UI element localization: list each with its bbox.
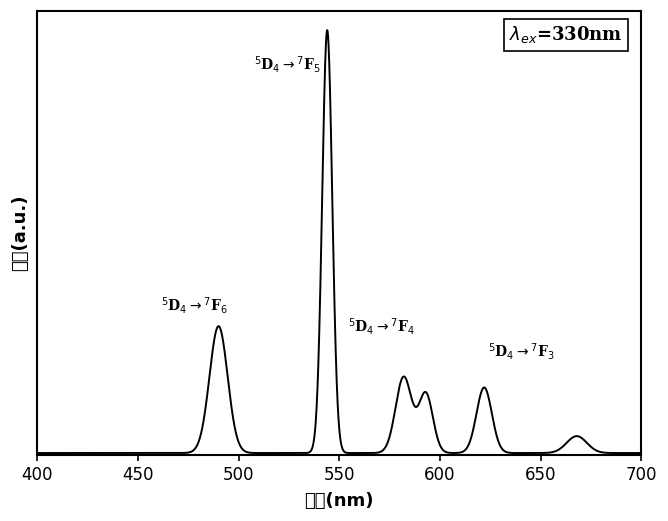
Text: $\lambda_{ex}$=330nm: $\lambda_{ex}$=330nm (510, 24, 623, 45)
Text: $^5$D$_4$$\rightarrow$$^7$F$_4$: $^5$D$_4$$\rightarrow$$^7$F$_4$ (348, 316, 415, 337)
Text: $^5$D$_4$$\rightarrow$$^7$F$_6$: $^5$D$_4$$\rightarrow$$^7$F$_6$ (161, 294, 228, 316)
Text: $^5$D$_4$$\rightarrow$$^7$F$_3$: $^5$D$_4$$\rightarrow$$^7$F$_3$ (488, 341, 555, 362)
X-axis label: 波长(nm): 波长(nm) (305, 492, 374, 510)
Y-axis label: 强度(a.u.): 强度(a.u.) (11, 195, 29, 271)
Text: $^5$D$_4$$\rightarrow$$^7$F$_5$: $^5$D$_4$$\rightarrow$$^7$F$_5$ (254, 54, 320, 75)
